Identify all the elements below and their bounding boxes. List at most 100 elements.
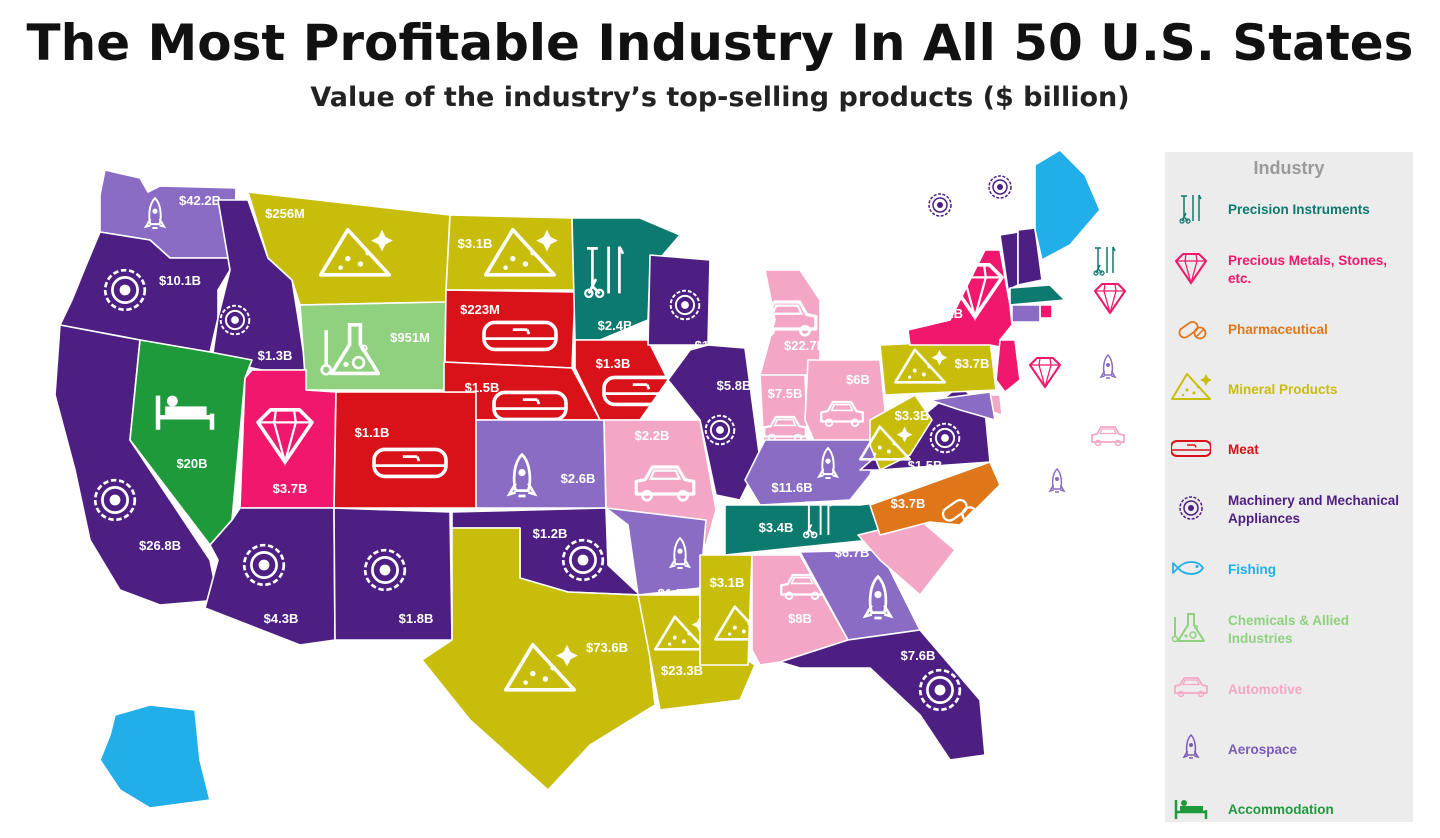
diamond-icon [946, 262, 1004, 322]
gear-icon [704, 414, 736, 446]
legend-title: Industry [1253, 158, 1325, 178]
gear-icon [219, 304, 251, 336]
pill-icon [1178, 320, 1207, 340]
state-mi: $22.7B [756, 269, 826, 376]
state-value-mt: $256M [265, 206, 305, 221]
state-nh: $1.7B [943, 151, 1043, 286]
fish-icon [1172, 561, 1204, 575]
state-mt: $256M [247, 191, 451, 306]
state-wa: $42.2B [99, 169, 237, 259]
legend-label-mineral: Mineral Products [1228, 382, 1338, 397]
state-shape-ms [699, 554, 753, 666]
state-ak: $2.4B [99, 704, 255, 809]
page-subtitle: Value of the industry’s top-selling prod… [310, 82, 1130, 113]
state-value-nj: $2.6B [1027, 386, 1060, 400]
state-value-md: $814M [1043, 504, 1081, 518]
legend-label-fishing: Fishing [1228, 562, 1276, 577]
state-value-ct: $5.6B [1093, 393, 1126, 407]
state-ga: $6.7B [799, 545, 921, 641]
industry-legend: Industry Precision Instruments Precious M… [1165, 152, 1413, 822]
state-value-ok: $1.2B [533, 526, 568, 541]
state-ri: $669M [1039, 283, 1133, 325]
precision-instruments-icon [1179, 194, 1202, 224]
us-states-map: $42.2B $10.1B $26.8B $1.3B $20B $256M $951M $3.… [55, 149, 1134, 809]
state-shape-ky [744, 439, 881, 506]
rocket-icon [1182, 733, 1200, 759]
gear-icon [93, 478, 137, 522]
precision-icon [584, 245, 625, 299]
state-value-oh: $6B [846, 372, 870, 387]
state-id: $1.3B [211, 199, 307, 371]
legend-label-meat: Meat [1228, 442, 1259, 457]
car-icon [1091, 426, 1125, 447]
mineral-icon [893, 348, 948, 384]
mineral-icon [858, 425, 913, 461]
state-shape-nd [445, 214, 575, 291]
steak-icon [1171, 440, 1211, 457]
gear-icon [103, 268, 147, 312]
bed-icon [155, 395, 215, 430]
state-sd: $223M [444, 289, 576, 369]
gear-icon [561, 538, 605, 582]
state-value-wv: $3.3B [895, 408, 930, 423]
legend-label-automotive: Automotive [1228, 682, 1303, 697]
state-ar: $1.5B [605, 507, 707, 601]
state-shape-tx [421, 527, 656, 791]
state-value-sc: $10.1B [970, 549, 1010, 563]
pill-icon [941, 498, 978, 523]
state-co: $1.1B [333, 391, 477, 509]
state-value-mo: $2.2B [635, 428, 670, 443]
state-value-ks: $2.6B [561, 471, 596, 486]
state-ms: $3.1B [699, 554, 768, 666]
fish-icon [1041, 193, 1073, 207]
state-az: $4.3B [204, 507, 336, 646]
gear-icon [928, 193, 952, 217]
state-value-vt: $1.6B [888, 199, 921, 213]
state-value-ri: $669M [1095, 311, 1133, 325]
legend-label-aerospace: Aerospace [1228, 742, 1298, 757]
rocket-icon [143, 196, 167, 229]
diamond-icon [1029, 357, 1061, 390]
state-il: $5.8B [667, 344, 761, 501]
legend-label-chemicals: Chemicals & Allied Industries [1228, 613, 1350, 646]
legend-item-meat: Meat [1165, 428, 1413, 478]
state-shape-ar [605, 507, 707, 596]
steak-icon [372, 447, 448, 479]
state-value-id: $1.3B [258, 348, 293, 363]
gear-icon [1179, 496, 1203, 520]
state-value-or: $10.1B [159, 273, 201, 288]
legend-item-chemicals: Chemicals & Allied Industries [1165, 608, 1413, 658]
state-value-ms: $3.1B [710, 575, 745, 590]
state-shape-wi [647, 254, 711, 346]
state-me: $431M [1034, 149, 1117, 261]
flask-icon [320, 322, 381, 376]
state-shape-nh [1017, 227, 1043, 286]
page-title: The Most Profitable Industry In All 50 U… [26, 14, 1414, 72]
state-nj: $2.6B [995, 339, 1061, 400]
diamond-icon [1175, 253, 1207, 286]
mineral-icon [483, 227, 558, 277]
state-ut: $3.7B [239, 369, 337, 509]
state-de: $858M [989, 394, 1134, 471]
state-value-wy: $951M [390, 330, 430, 345]
legend-item-precision: Precision Instruments [1165, 188, 1413, 238]
state-value-ut: $3.7B [273, 481, 308, 496]
diamond-icon [1094, 283, 1126, 316]
state-wi: $1.5B [647, 254, 729, 353]
state-shape-fl [779, 629, 986, 761]
bed-icon [1174, 800, 1208, 819]
state-tn: $3.4B [724, 499, 901, 556]
mineral-pile-icon [1171, 373, 1211, 400]
gear-icon [242, 543, 286, 587]
state-value-tn: $3.4B [759, 520, 794, 535]
state-value-co: $1.1B [355, 425, 390, 440]
state-shape-ga [799, 549, 921, 641]
precision-icon [802, 500, 832, 539]
legend-item-aerospace: Aerospace [1165, 728, 1413, 778]
legend-label-precision: Precision Instruments [1228, 202, 1370, 217]
state-value-ca: $26.8B [139, 538, 181, 553]
legend-item-pharma: Pharmaceutical [1165, 308, 1413, 358]
state-value-la: $23.3B [661, 663, 703, 678]
state-value-ga: $6.7B [835, 545, 870, 560]
car-icon [634, 465, 696, 502]
